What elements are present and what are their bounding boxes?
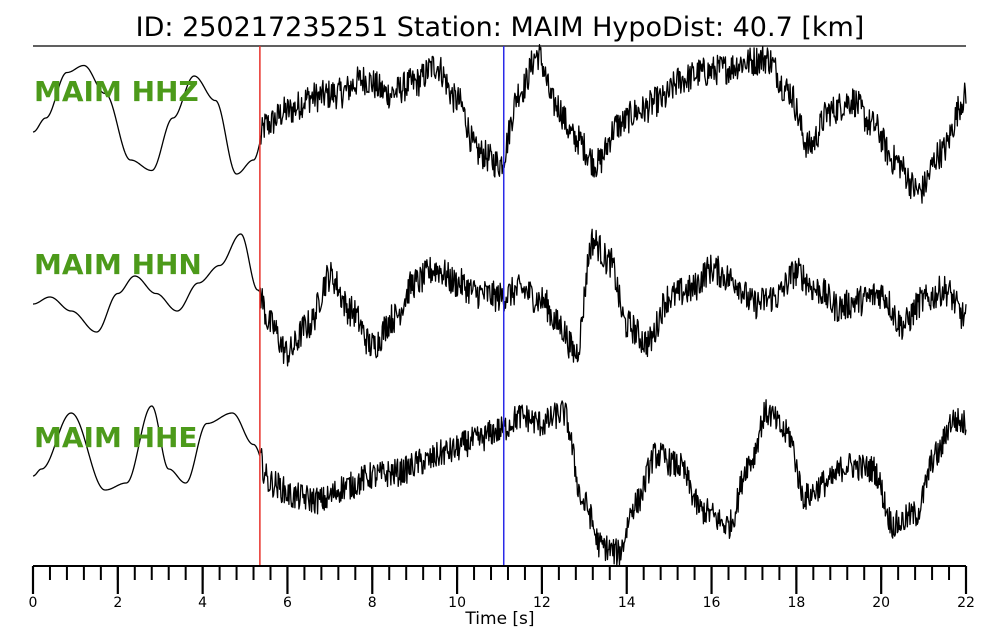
x-tick-label: 16 <box>703 595 721 611</box>
trace-group <box>32 44 967 566</box>
trace-label-hhz: MAIM HHZ <box>34 75 199 108</box>
x-tick-label: 4 <box>198 595 207 611</box>
x-tick-label: 8 <box>368 595 377 611</box>
x-tick-label: 14 <box>618 595 636 611</box>
plot-title: ID: 250217235251 Station: MAIM HypoDist:… <box>136 12 865 43</box>
x-tick-label: 20 <box>872 595 890 611</box>
x-tick-label: 0 <box>29 595 38 611</box>
trace-label-hhn: MAIM HHN <box>34 248 202 281</box>
x-tick-label: 10 <box>448 595 466 611</box>
trace-label-group: MAIM HHZ MAIM HHN MAIM HHE <box>34 75 202 454</box>
x-tick-label: 22 <box>957 595 975 611</box>
x-tick-label: 12 <box>533 595 551 611</box>
x-axis-label: Time [s] <box>464 609 534 629</box>
trace-line-hhn <box>32 228 967 367</box>
trace-line-hhe <box>32 399 967 566</box>
phase-pick-group <box>259 46 505 566</box>
x-tick-label: 2 <box>113 595 122 611</box>
trace-line-hhz <box>32 44 967 204</box>
x-tick-label: 18 <box>787 595 805 611</box>
trace-label-hhe: MAIM HHE <box>34 421 198 454</box>
x-tick-label: 6 <box>283 595 292 611</box>
x-tick-group: 0 2 4 6 8 10 12 14 16 18 20 22 <box>29 566 975 611</box>
